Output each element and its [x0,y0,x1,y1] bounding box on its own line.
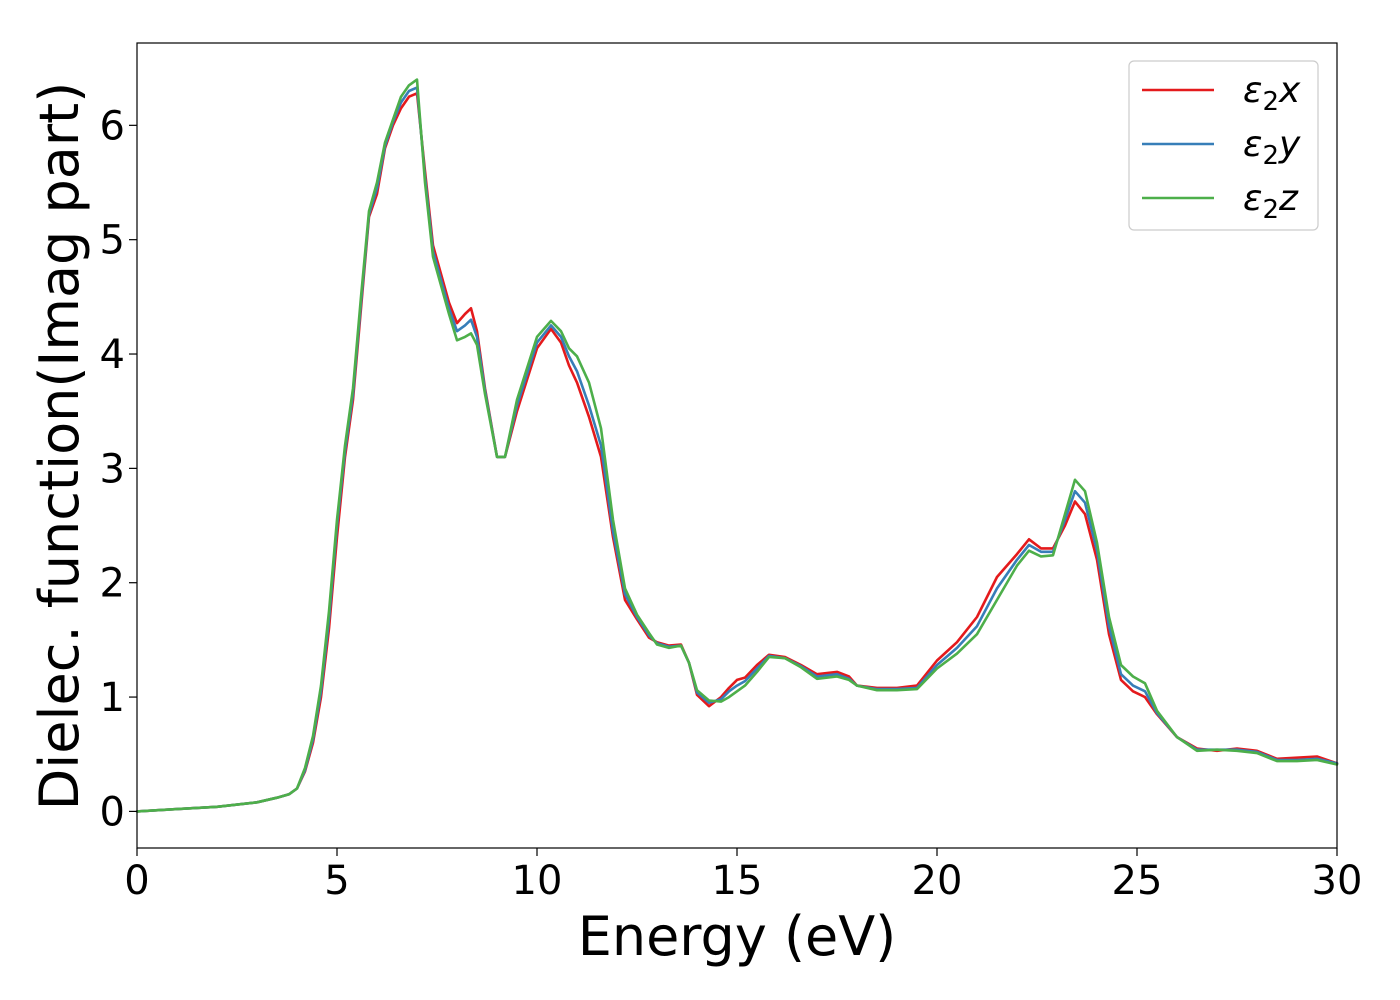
y-tick-label: 0 [100,789,125,835]
legend-label-z: ε2z [1243,178,1299,225]
x-tick-label: 25 [1112,858,1163,904]
x-axis-label: Energy (eV) [578,905,897,968]
y-tick-label: 1 [100,675,125,721]
y-axis: 0 1 2 3 4 5 6 [100,103,137,835]
y-axis-label: Dielec. function(Imag part) [28,82,91,811]
x-tick-label: 5 [324,858,349,904]
series-layer [135,78,1339,813]
x-tick-label: 30 [1312,858,1363,904]
x-tick-label: 10 [512,858,563,904]
x-tick-label: 20 [912,858,963,904]
y-tick-label: 5 [100,218,125,264]
y-tick-label: 2 [100,561,125,607]
x-tick-label: 15 [712,858,763,904]
legend-label-y: ε2y [1243,124,1301,171]
legend: ε2x ε2y ε2z [1128,60,1319,231]
y-tick-label: 4 [100,332,125,378]
series-line-z [135,78,1339,813]
legend-label-x: ε2x [1243,70,1301,117]
y-tick-label: 6 [100,103,125,149]
y-tick-label: 3 [100,446,125,492]
x-axis: 0 5 10 15 20 25 30 [124,848,1362,904]
x-tick-label: 0 [124,858,149,904]
legend-box [1128,60,1319,231]
